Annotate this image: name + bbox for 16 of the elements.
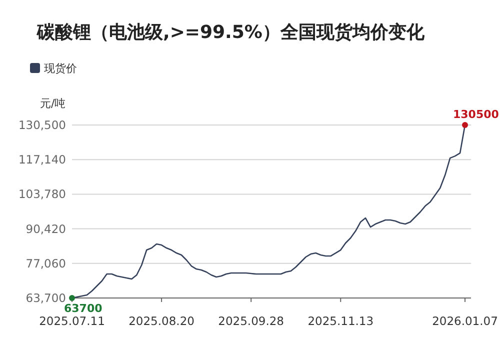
y-tick-label: 63,700 [26,291,66,305]
legend-label: 现货价 [44,62,77,75]
y-tick-label: 90,420 [26,222,66,236]
x-tick-label: 2026.01.07 [432,314,498,328]
y-tick-label: 130,500 [18,118,66,132]
annotation: 130500 [453,108,500,121]
annotation: 63700 [64,302,103,315]
x-tick-label: 2025.07.11 [39,314,105,328]
y-tick-label: 103,780 [18,187,66,202]
chart-title: 碳酸锂（电池级,>=99.5%）全国现货均价变化 [36,22,426,43]
y-axis-title: 元/吨 [40,97,66,110]
y-tick-label: 117,140 [18,152,66,167]
x-tick-label: 2025.11.13 [308,314,374,328]
x-tick-label: 2025.08.20 [128,314,194,328]
y-tick-label: 77,060 [26,256,66,270]
x-tick-label: 2025.09.28 [218,314,284,328]
